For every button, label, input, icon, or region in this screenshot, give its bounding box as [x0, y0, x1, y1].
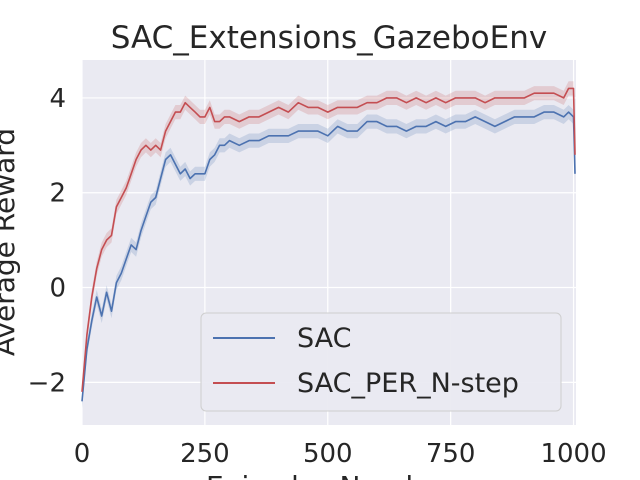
x-tick-label: 1000: [540, 439, 606, 469]
legend-label-sac: SAC: [297, 323, 352, 354]
y-tick-label: −2: [28, 368, 66, 398]
x-tick-label: 250: [180, 439, 230, 469]
y-tick-label: 4: [49, 84, 66, 114]
legend-box: [200, 312, 562, 412]
x-tick-label: 0: [74, 439, 91, 469]
legend: SAC SAC_PER_N-step: [200, 312, 562, 412]
y-axis-label: Average Reward: [0, 128, 21, 356]
x-tick-label: 750: [426, 439, 476, 469]
legend-label-sac-per-n-step: SAC_PER_N-step: [297, 368, 519, 399]
y-tick-labels: −2 0 2 4: [28, 84, 66, 398]
x-axis-label: Episodes Number: [206, 470, 452, 480]
y-tick-label: 0: [49, 274, 66, 304]
series-line-0: [81, 111, 576, 402]
x-tick-labels: 0 250 500 750 1000: [74, 439, 607, 469]
series-line-1: [81, 87, 576, 392]
series-lines: [81, 87, 576, 402]
chart-title: SAC_Extensions_GazeboEnv: [111, 20, 547, 56]
x-tick-label: 500: [303, 439, 353, 469]
y-tick-label: 2: [49, 179, 66, 209]
